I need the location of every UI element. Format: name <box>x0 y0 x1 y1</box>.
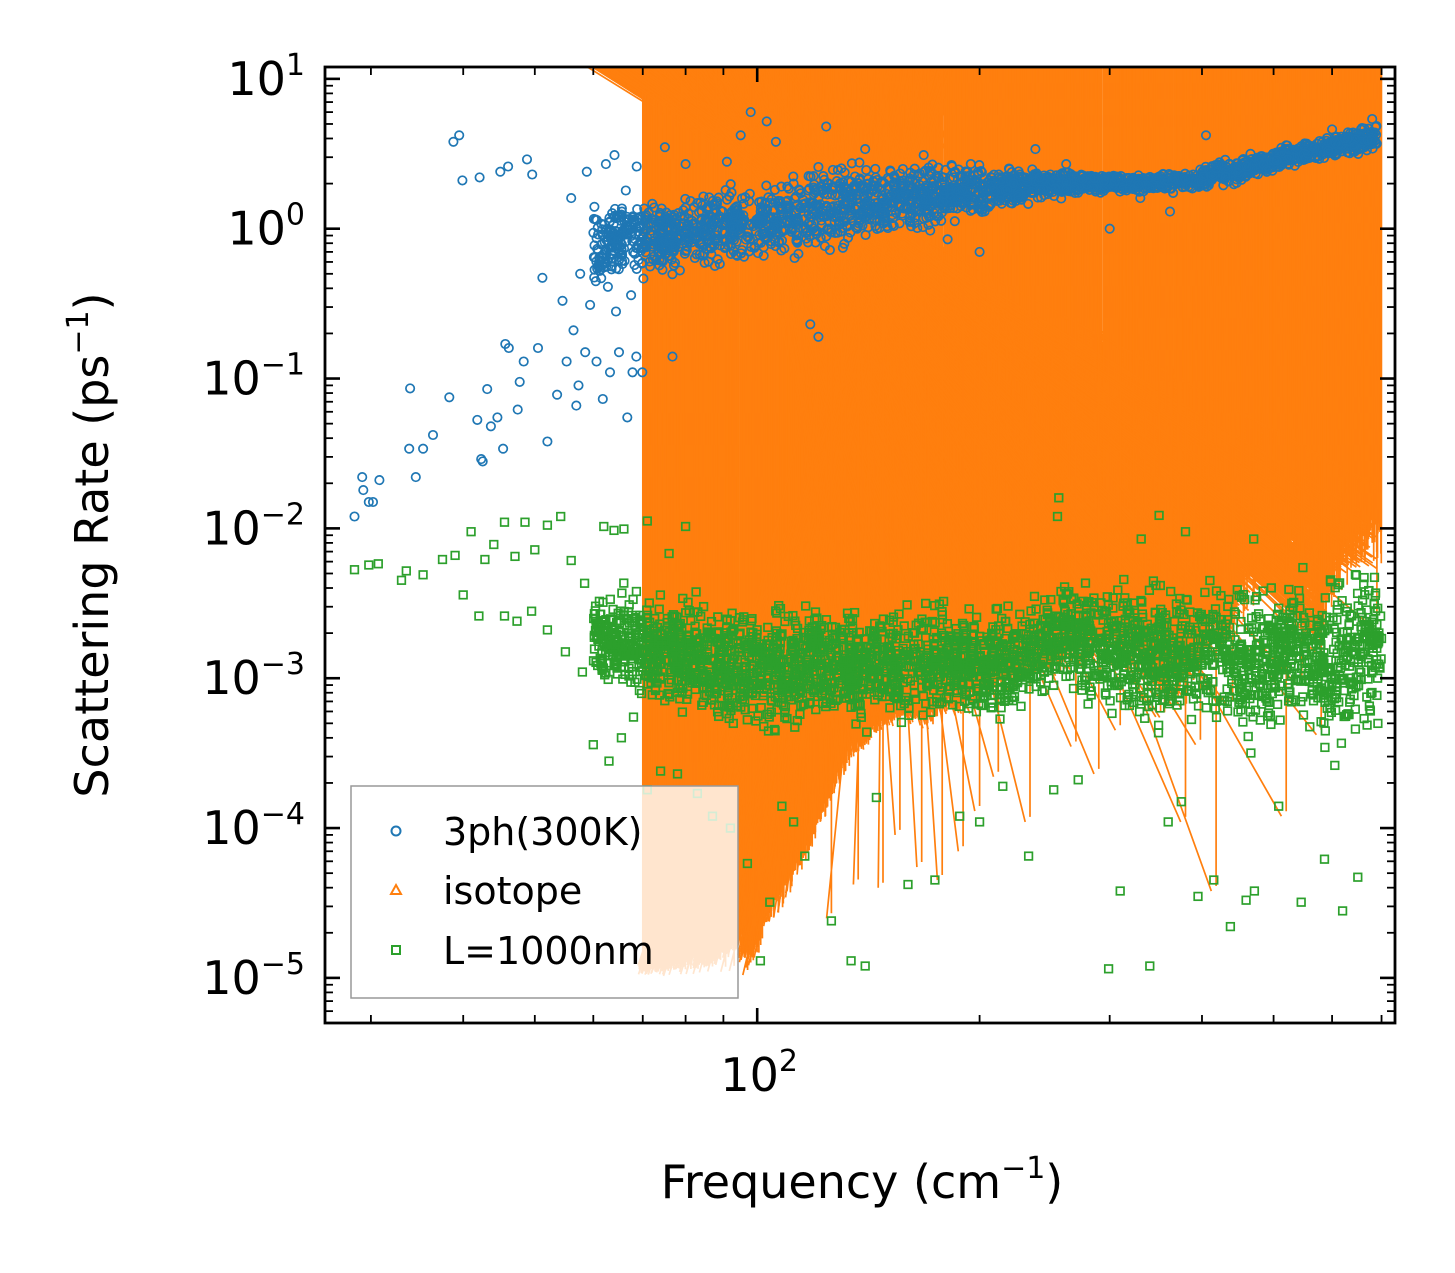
data-point <box>683 67 1196 626</box>
data-point <box>697 67 1015 665</box>
data-point <box>838 67 901 835</box>
data-point <box>714 258 725 269</box>
data-point <box>677 67 1229 614</box>
data-point <box>738 67 1180 695</box>
data-point <box>725 67 927 707</box>
data-point <box>627 67 1345 528</box>
data-point <box>619 67 1366 513</box>
data-point <box>628 67 1364 526</box>
data-point <box>825 67 913 919</box>
data-point <box>737 67 901 913</box>
series-3ph-300k- <box>349 107 1382 522</box>
data-point <box>869 67 923 868</box>
data-point <box>823 67 981 812</box>
data-point <box>637 67 1305 549</box>
data-point <box>616 67 1360 509</box>
data-point <box>639 67 1290 554</box>
data-point <box>762 67 889 898</box>
data-point <box>641 67 947 969</box>
data-point <box>654 67 1235 583</box>
series-isotope <box>585 67 1383 977</box>
data-point <box>673 67 1135 622</box>
data-point <box>743 67 863 734</box>
data-point <box>683 67 1226 622</box>
data-point <box>764 67 892 901</box>
data-point <box>710 67 902 916</box>
data-point <box>783 67 1202 746</box>
data-point <box>877 67 888 888</box>
data-point <box>642 67 1370 545</box>
data-point <box>700 67 1071 662</box>
data-point <box>764 67 1122 731</box>
data-point <box>852 67 884 885</box>
data-point <box>713 67 948 965</box>
data-point <box>752 67 906 917</box>
data-point <box>636 67 1354 540</box>
data-point <box>691 67 883 897</box>
data-point <box>858 67 964 852</box>
data-point <box>770 67 881 889</box>
data-point <box>912 222 923 234</box>
data-point <box>615 67 1272 523</box>
data-point <box>754 67 1234 707</box>
data-point <box>743 67 1303 686</box>
data-point <box>704 67 1378 628</box>
data-point <box>652 67 1352 563</box>
data-point <box>739 67 1160 698</box>
data-point <box>775 67 843 772</box>
data-point <box>772 67 893 902</box>
data-point <box>796 67 830 832</box>
data-point <box>685 67 1231 624</box>
data-point <box>774 67 1077 747</box>
data-point <box>837 67 1031 823</box>
data-point <box>732 67 915 716</box>
data-point <box>675 67 895 912</box>
data-point <box>913 67 1217 892</box>
data-point <box>665 67 1221 600</box>
data-point <box>794 67 1000 777</box>
data-point <box>849 67 1187 823</box>
data-point <box>745 67 865 874</box>
data-point <box>760 67 908 919</box>
data-point <box>609 67 1255 518</box>
plot-area <box>349 67 1387 977</box>
data-point <box>672 67 1349 591</box>
data-point <box>661 67 1338 577</box>
data-point <box>883 67 944 881</box>
data-point <box>949 216 960 227</box>
data-point <box>680 67 940 959</box>
data-point <box>738 198 749 209</box>
data-point <box>717 67 1146 673</box>
data-point <box>864 212 875 224</box>
data-point <box>782 67 879 886</box>
data-point <box>663 67 1311 583</box>
data-point <box>648 67 941 962</box>
data-point <box>786 67 1323 736</box>
